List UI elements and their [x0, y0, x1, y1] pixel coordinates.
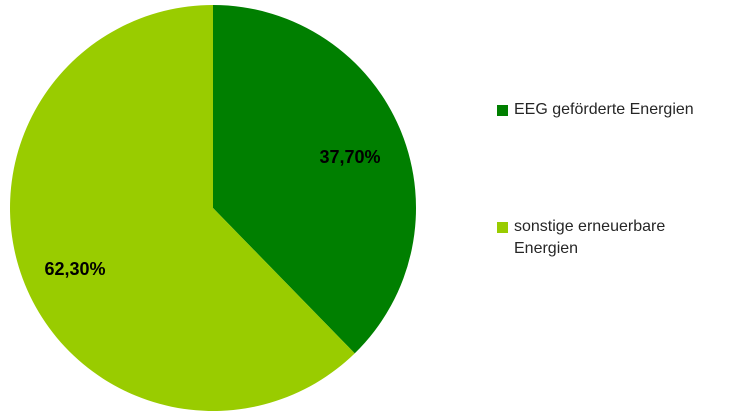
legend: EEG geförderte Energien sonstige erneuer…: [497, 99, 733, 260]
legend-label-eeg: EEG geförderte Energien: [514, 101, 694, 118]
legend-swatch-eeg: [497, 105, 508, 116]
legend-swatch-sonstige: [497, 222, 508, 233]
pie-slice-sonstige: [10, 5, 355, 411]
slice-label-sonstige: 62,30%: [44, 259, 105, 279]
pie-slice-eeg: [213, 4, 417, 354]
slice-label-eeg: 37,70%: [319, 147, 380, 167]
legend-label-sonstige: sonstige erneuerbare Energien: [514, 218, 666, 257]
legend-item-eeg: EEG geförderte Energien: [497, 99, 733, 121]
legend-item-sonstige: sonstige erneuerbare Energien: [497, 216, 733, 260]
